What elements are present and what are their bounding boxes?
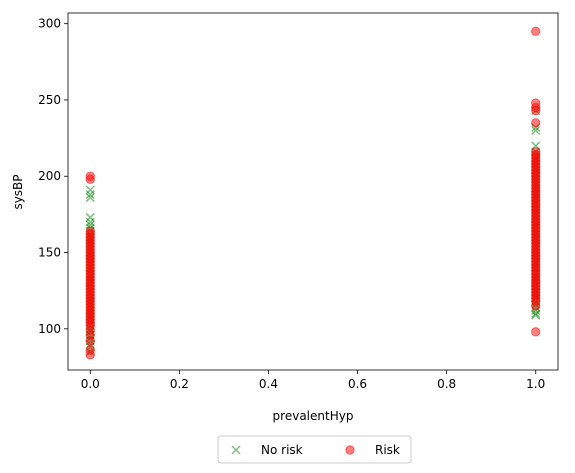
data-point xyxy=(531,118,541,128)
y-axis-ticks: 100 150 200 250 300 xyxy=(38,17,68,336)
x-tick-label: 0.2 xyxy=(170,377,189,391)
x-axis-ticks: 0.0 0.2 0.4 0.6 0.8 1.0 xyxy=(81,370,545,391)
y-tick-label: 250 xyxy=(38,93,61,107)
x-tick-label: 1.0 xyxy=(526,377,545,391)
series-1 xyxy=(85,26,541,360)
data-point xyxy=(85,193,95,203)
y-tick-label: 150 xyxy=(38,246,61,260)
x-axis-label: prevalentHyp xyxy=(273,409,354,423)
data-point xyxy=(85,345,95,355)
data-point xyxy=(85,212,95,222)
data-point xyxy=(85,185,95,195)
legend-label: No risk xyxy=(261,443,303,457)
x-tick-label: 0.0 xyxy=(81,377,100,391)
data-point xyxy=(531,147,541,157)
y-tick-label: 300 xyxy=(38,17,61,31)
x-tick-label: 0.8 xyxy=(437,377,456,391)
data-point xyxy=(531,26,541,37)
legend: No risk Risk xyxy=(217,435,412,464)
y-tick-label: 200 xyxy=(38,169,61,183)
data-point xyxy=(531,327,541,337)
x-tick-label: 0.4 xyxy=(259,377,278,391)
legend-marker xyxy=(345,445,355,455)
axes-frame xyxy=(67,12,559,371)
legend-box xyxy=(217,435,412,464)
x-tick-label: 0.6 xyxy=(348,377,367,391)
data-point xyxy=(85,226,95,236)
legend-marker xyxy=(231,445,241,455)
legend-label: Risk xyxy=(375,443,400,457)
y-tick-label: 100 xyxy=(38,322,61,336)
data-point xyxy=(85,171,95,181)
data-point xyxy=(531,125,541,136)
data-marks xyxy=(85,26,541,360)
y-axis-label: sysBP xyxy=(11,174,25,209)
data-point xyxy=(531,98,541,108)
series-0 xyxy=(85,106,541,357)
